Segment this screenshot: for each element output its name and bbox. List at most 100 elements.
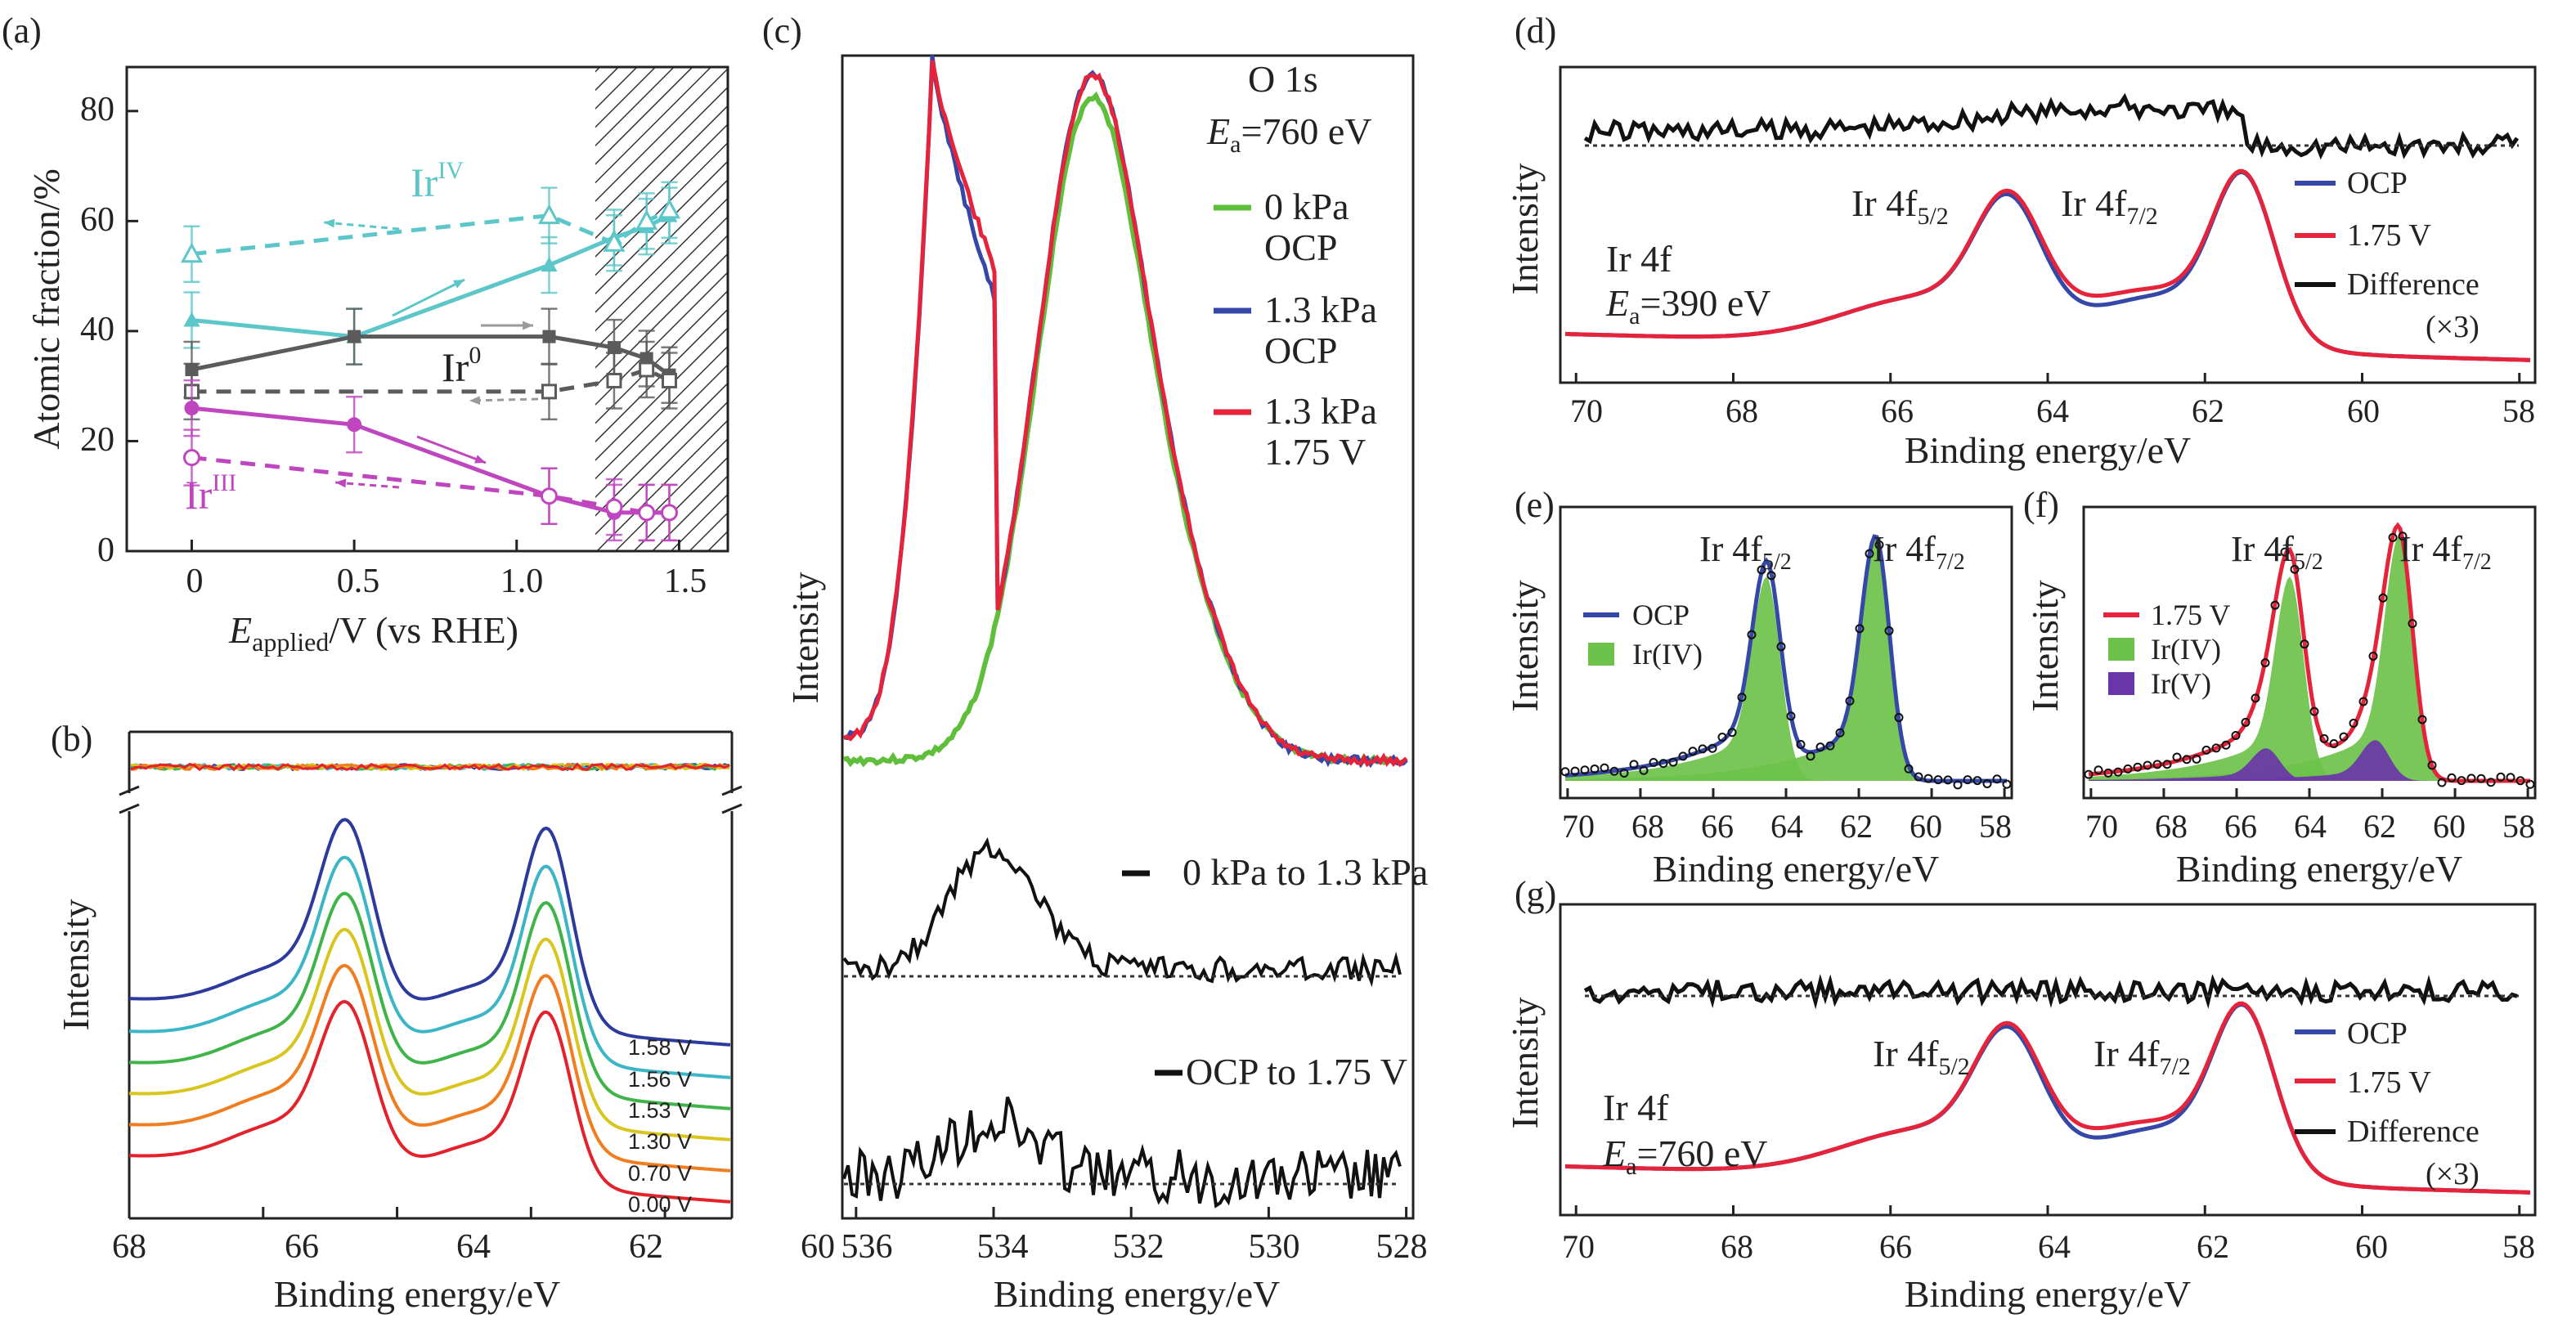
- raw-data-point: [2378, 593, 2388, 603]
- legend-text: OCP: [1264, 226, 1337, 268]
- x-tick-label: 68: [1721, 1228, 1753, 1265]
- raw-data-point: [1835, 728, 1845, 738]
- legend-text: Difference: [2347, 267, 2480, 302]
- x-tick-label: 62: [629, 1228, 663, 1266]
- panel-g-x-ticks: 70 68 66 64 62 60 58: [1562, 1228, 2535, 1265]
- spectrum-175v: [1564, 168, 2531, 362]
- data-point: [606, 372, 622, 388]
- data-point: [537, 204, 561, 225]
- x-tick-label: 1.5: [664, 563, 707, 600]
- x-tick-label: 534: [977, 1228, 1029, 1266]
- peak-label: Ir 4f5/2: [1699, 529, 1792, 575]
- voltage-label: 0.70 V: [628, 1161, 692, 1186]
- raw-data-point: [2358, 697, 2368, 706]
- panel-f-x-axis-label: Binding energy/eV: [2176, 848, 2462, 890]
- difference-ocp-to-175v: [842, 1096, 1402, 1209]
- panel-a-plot: [127, 110, 681, 553]
- panel-g-legend: OCP 1.75 V Difference (×3): [2295, 1016, 2480, 1191]
- raw-data-point: [2506, 773, 2515, 783]
- panel-g-plot: [1564, 974, 2531, 1215]
- legend-text: 1.75 V: [2347, 1065, 2431, 1100]
- x-tick-label: 70: [2085, 808, 2118, 845]
- raw-data-point: [1590, 764, 1600, 774]
- x-tick-label: 62: [2363, 808, 2396, 845]
- legend-text: 1.75 V: [2151, 599, 2230, 631]
- raw-data-point: [2349, 718, 2358, 728]
- panel-g-y-axis-label: Intensity: [1504, 998, 1546, 1129]
- y-tick-label: 80: [80, 91, 114, 128]
- raw-data-point: [2231, 731, 2241, 741]
- raw-data-point: [2002, 779, 2012, 789]
- panel-c-legend: 0 kPa OCP 1.3 kPa OCP 1.3 kPa 1.75 V: [1214, 186, 1377, 473]
- raw-data-point: [1629, 760, 1639, 769]
- data-point: [605, 498, 623, 516]
- panel-a-y-axis-label: Atomic fraction/%: [25, 168, 67, 450]
- data-point: [638, 504, 656, 522]
- x-tick-label: 58: [1979, 808, 2012, 845]
- panel-e-x-ticks: 70 68 66 64 62 60 58: [1562, 808, 2012, 845]
- x-tick-label: 68: [2155, 808, 2188, 845]
- panel-e-y-axis-label: Intensity: [1504, 581, 1546, 712]
- spectrum-158V: [128, 818, 731, 1047]
- legend-swatch-ir-v: [2108, 672, 2134, 695]
- panel-e-label: (e): [1515, 485, 1555, 525]
- raw-data-point: [1609, 766, 1619, 776]
- x-tick-label: 70: [1562, 808, 1595, 845]
- difference-trace: [1583, 974, 2518, 1010]
- fit-ir-iv-4f52: [1565, 576, 2007, 781]
- raw-data-point: [2211, 743, 2221, 753]
- spectrum-130V: [128, 927, 731, 1141]
- legend-text: OCP: [2347, 1016, 2408, 1051]
- raw-data-point: [1963, 775, 1972, 785]
- difference-0kpa-to-13kpa: [842, 836, 1402, 988]
- panel-e: (e) 70 68 66 64 62 60 58 Binding energy/…: [1504, 485, 2013, 890]
- panel-e-plot: [1560, 534, 2012, 798]
- legend-text: Difference: [2347, 1114, 2480, 1149]
- x-tick-label: 536: [841, 1228, 893, 1266]
- x-tick-label: 530: [1249, 1228, 1300, 1266]
- x-tick-label: 70: [1562, 1228, 1595, 1265]
- panel-a-label: (a): [2, 11, 42, 51]
- raw-data-point: [2388, 532, 2398, 542]
- panel-b-x-ticks: 68 66 64 62 60: [112, 1228, 835, 1266]
- x-tick-label: 62: [1840, 808, 1873, 845]
- raw-data-point: [1688, 747, 1698, 756]
- raw-data-point: [1570, 766, 1580, 776]
- panel-d-x-axis-label: Binding energy/eV: [1905, 429, 2191, 471]
- peak-label: Ir 4f5/2: [2231, 529, 2323, 575]
- spectrum-153V: [128, 891, 731, 1110]
- panel-a-y-ticks: 0 20 40 60 80: [80, 91, 114, 569]
- data-point: [661, 372, 677, 388]
- raw-data-point: [1943, 775, 1953, 785]
- x-tick-label: 58: [2502, 1228, 2535, 1265]
- raw-data-point: [2398, 531, 2408, 541]
- legend-text: OCP: [2347, 166, 2408, 200]
- voltage-label: 1.56 V: [628, 1067, 692, 1092]
- data-point: [182, 449, 200, 467]
- raw-data-point: [2466, 774, 2476, 783]
- raw-data-point: [1737, 693, 1747, 702]
- panel-d-legend: OCP 1.75 V Difference (×3): [2295, 166, 2480, 344]
- data-point: [607, 341, 621, 355]
- voltage-label: 1.58 V: [628, 1035, 692, 1060]
- panel-g: (g) 70 68 66 64 62 60 58 Binding energy/…: [1504, 874, 2537, 1315]
- raw-data-point: [1992, 774, 2002, 784]
- series-label-ir-0: Ir0: [442, 342, 481, 390]
- raw-data-point: [1904, 764, 1914, 774]
- raw-data-point: [1884, 626, 1894, 635]
- x-tick-label: 70: [1570, 392, 1603, 429]
- data-point: [660, 504, 678, 522]
- panel-d-info: Ir 4f: [1606, 238, 1672, 280]
- fit-ir-iv-4f72: [2089, 536, 2530, 781]
- raw-data-point: [1815, 742, 1825, 752]
- panel-c-plot: [842, 55, 1408, 1218]
- data-point: [184, 401, 200, 416]
- raw-data-point: [1668, 757, 1678, 767]
- panel-g-x-axis-label: Binding energy/eV: [1905, 1273, 2191, 1315]
- raw-data-point: [1776, 642, 1786, 652]
- x-tick-label: 58: [2502, 808, 2535, 845]
- x-tick-label: 60: [801, 1228, 835, 1266]
- raw-data-point: [2427, 760, 2437, 770]
- raw-data-point: [2221, 740, 2231, 750]
